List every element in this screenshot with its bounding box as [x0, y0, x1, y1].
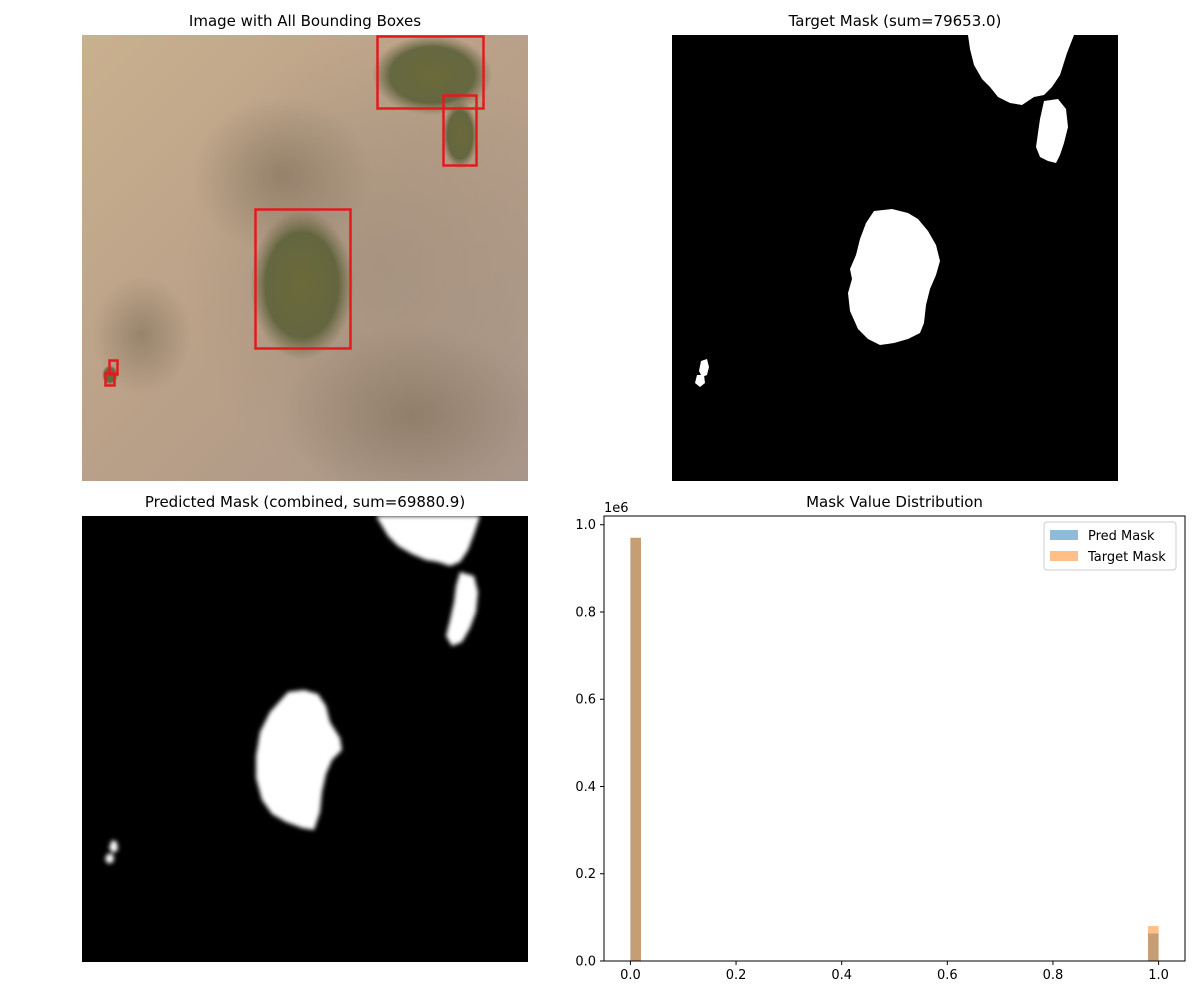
y-tick-label: 1.0 — [575, 518, 596, 533]
histogram-bar — [1148, 926, 1159, 961]
target-mask-title: Target Mask (sum=79653.0) — [788, 12, 1002, 30]
predicted-mask-panel — [82, 516, 528, 962]
plot-frame — [603, 515, 1186, 962]
target-mask-blob — [699, 359, 709, 377]
image-panel-title: Image with All Bounding Boxes — [188, 12, 422, 30]
aerial-image — [82, 35, 528, 481]
y-tick-label: 0.2 — [575, 867, 596, 882]
target-mask-blob — [848, 209, 940, 345]
y-tick-label: 0.4 — [575, 780, 596, 795]
histogram-bar — [630, 537, 641, 961]
bounding-box — [376, 35, 485, 110]
target-mask-panel — [672, 35, 1118, 481]
bounding-box — [104, 372, 116, 387]
predicted-mask-image — [82, 516, 528, 962]
x-tick-label: 0.6 — [937, 968, 958, 983]
x-tick-label: 0.4 — [831, 968, 852, 983]
bounding-box — [254, 208, 352, 350]
bounding-box — [442, 94, 478, 167]
legend-label: Pred Mask — [1088, 529, 1155, 544]
predicted-mask-blob — [109, 840, 118, 853]
predicted-mask-blob — [256, 690, 342, 830]
y-tick-label: 0.0 — [575, 955, 596, 970]
histogram-title: Mask Value Distribution — [806, 493, 983, 511]
y-tick-label: 0.8 — [575, 605, 596, 620]
aerial-image-panel — [82, 35, 528, 481]
target-mask-image — [672, 35, 1118, 481]
predicted-mask-blob — [446, 572, 478, 646]
predicted-mask-blob — [376, 516, 480, 566]
predicted-mask-blob — [105, 854, 114, 864]
legend-label: Target Mask — [1087, 550, 1166, 565]
target-mask-blob — [968, 35, 1074, 105]
y-tick-label: 0.6 — [575, 693, 596, 708]
legend-swatch — [1050, 530, 1078, 540]
target-mask-blob — [1036, 99, 1068, 163]
target-mask-blob — [695, 375, 705, 387]
x-tick-label: 1.0 — [1148, 968, 1169, 983]
x-tick-label: 0.0 — [620, 968, 641, 983]
x-tick-label: 0.2 — [726, 968, 747, 983]
x-tick-label: 0.8 — [1043, 968, 1064, 983]
y-offset-label: 1e6 — [604, 501, 629, 516]
legend-swatch — [1050, 551, 1078, 561]
predicted-mask-title: Predicted Mask (combined, sum=69880.9) — [144, 493, 466, 511]
